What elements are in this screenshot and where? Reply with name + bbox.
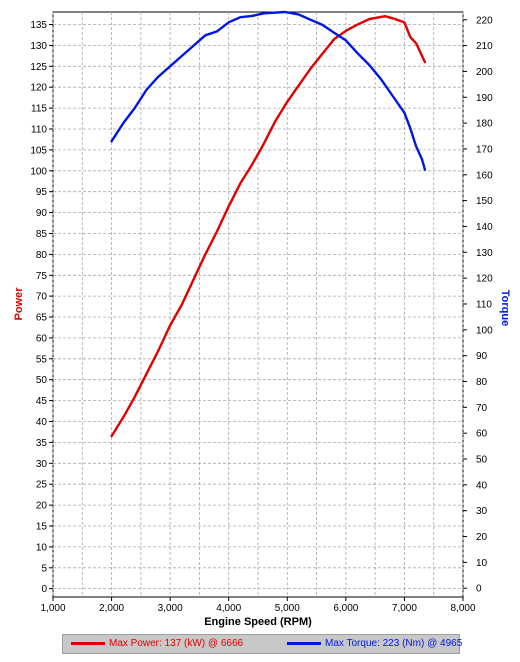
- y-right-tick-label: 180: [476, 119, 493, 130]
- legend-item-power: Max Power: 137 (kW) @ 6666: [71, 635, 243, 653]
- dyno-chart: 1,000 2,000 3,000 4,000 5,000 6,000 7,000 8,000…: [13, 10, 511, 628]
- y-right-tick-label: 170: [476, 144, 493, 155]
- x-tick-label: 3,000: [158, 603, 183, 614]
- y-right-tick-label: 30: [476, 506, 488, 517]
- y-right-axis-title: Torque: [499, 290, 511, 326]
- y-left-tick-label: 100: [30, 166, 47, 177]
- y-left-tick-label: 90: [36, 208, 48, 219]
- x-axis-title: Engine Speed (RPM): [204, 616, 312, 628]
- y-right-tick-label: 160: [476, 170, 493, 181]
- y-right-tick-label: 110: [476, 299, 492, 310]
- series-line-torque: [110, 10, 427, 171]
- y-left-tick-label: 15: [36, 521, 48, 532]
- y-left-tick-label: 35: [36, 438, 48, 449]
- y-left-tick-label: 30: [36, 459, 48, 470]
- y-left-tick-label: 40: [36, 417, 48, 428]
- x-tick-label: 4,000: [216, 603, 241, 614]
- y-left-tick-label: 135: [30, 20, 47, 31]
- y-right-tick-label: 80: [476, 377, 488, 388]
- y-right-tick-label: 140: [476, 222, 493, 233]
- y-left-tick-label: 0: [41, 584, 47, 595]
- y-right-tick-label: 190: [476, 93, 493, 104]
- x-tick-label: 8,000: [450, 603, 475, 614]
- y-left-tick-label: 50: [36, 375, 48, 386]
- x-axis-ticks: 1,000 2,000 3,000 4,000 5,000 6,000 7,000 8,000: [40, 597, 476, 614]
- grid-lines: [52, 12, 464, 597]
- legend-power-swatch: [71, 641, 105, 645]
- y-left-tick-label: 55: [36, 354, 48, 365]
- y-left-tick-label: 120: [30, 83, 47, 94]
- legend: Max Power: 137 (kW) @ 6666 Max Torque: 2…: [62, 634, 462, 654]
- y-right-tick-label: 130: [476, 248, 493, 259]
- y-left-axis-title: Power: [13, 287, 25, 321]
- x-tick-label: 5,000: [275, 603, 300, 614]
- y-right-tick-label: 20: [476, 532, 488, 543]
- y-left-tick-label: 20: [36, 501, 48, 512]
- y-right-tick-label: 60: [476, 429, 488, 440]
- series-line-power: [110, 15, 427, 438]
- y-right-tick-label: 70: [476, 403, 488, 414]
- legend-torque-swatch: [287, 641, 321, 645]
- y-right-tick-label: 0: [476, 584, 482, 595]
- x-tick-label: 2,000: [99, 603, 124, 614]
- y-right-tick-label: 10: [476, 558, 488, 569]
- y-right-tick-label: 200: [476, 67, 493, 78]
- y-right-tick-label: 100: [476, 325, 493, 336]
- y-right-tick-label: 90: [476, 351, 488, 362]
- y-left-tick-label: 95: [36, 187, 48, 198]
- y-left-tick-label: 80: [36, 250, 48, 261]
- y-left-tick-label: 45: [36, 396, 48, 407]
- legend-power-label: Max Power: 137 (kW) @ 6666: [109, 638, 244, 649]
- x-tick-label: 6,000: [333, 603, 358, 614]
- y-left-axis-ticks: 0 5 10 15 20 25 30 35 40 45 50 55 60 65 70 75 80 85 90 95 10…: [30, 20, 53, 595]
- y-left-tick-label: 25: [36, 480, 48, 491]
- y-right-tick-label: 40: [476, 480, 488, 491]
- y-left-tick-label: 5: [41, 563, 47, 574]
- y-right-tick-label: 220: [476, 15, 493, 26]
- y-right-tick-label: 150: [476, 196, 493, 207]
- y-left-tick-label: 60: [36, 333, 48, 344]
- y-left-tick-label: 85: [36, 229, 48, 240]
- y-left-tick-label: 65: [36, 313, 48, 324]
- y-left-tick-label: 70: [36, 292, 48, 303]
- y-left-tick-label: 130: [30, 41, 47, 52]
- y-left-tick-label: 105: [30, 145, 47, 156]
- series-layer: [110, 10, 427, 438]
- legend-torque-label: Max Torque: 223 (Nm) @ 4965: [325, 638, 463, 649]
- y-left-tick-label: 115: [31, 104, 47, 115]
- y-right-tick-label: 50: [476, 455, 488, 466]
- x-tick-label: 1,000: [40, 603, 65, 614]
- legend-item-torque: Max Torque: 223 (Nm) @ 4965: [287, 635, 462, 653]
- y-right-tick-label: 210: [476, 41, 493, 52]
- y-left-tick-label: 75: [36, 271, 48, 282]
- y-right-axis-ticks: 0 10 20 30 40 50 60 70 80 90 100 110 120 130 140 150 160…: [463, 15, 493, 595]
- y-left-tick-label: 125: [30, 62, 47, 73]
- y-left-tick-label: 110: [31, 125, 47, 136]
- x-tick-label: 7,000: [392, 603, 417, 614]
- y-right-tick-label: 120: [476, 274, 493, 285]
- y-left-tick-label: 10: [36, 542, 48, 553]
